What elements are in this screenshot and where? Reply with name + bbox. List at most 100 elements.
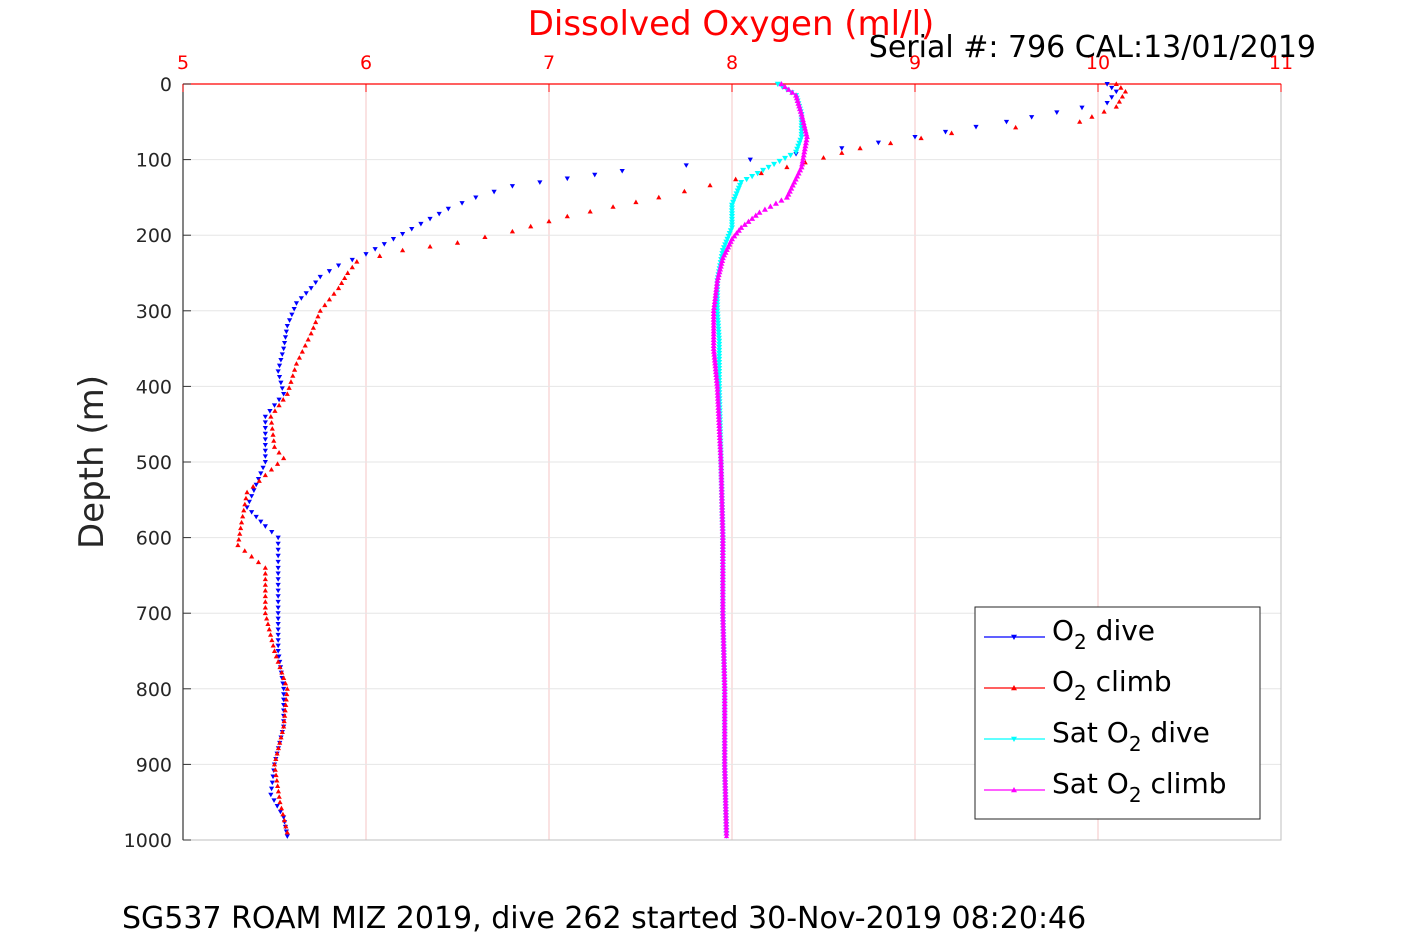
data-point — [712, 360, 719, 366]
data-point — [244, 489, 250, 495]
y-tick-label: 400 — [136, 376, 172, 398]
data-point — [722, 806, 729, 812]
data-point — [235, 542, 241, 548]
data-point — [721, 713, 728, 719]
data-point — [289, 312, 295, 318]
data-point — [720, 643, 727, 649]
data-point — [783, 194, 790, 200]
data-point — [473, 195, 479, 200]
data-point — [722, 794, 729, 800]
data-point — [719, 598, 726, 604]
data-point — [719, 525, 726, 531]
data-point — [269, 637, 275, 643]
data-point — [756, 209, 763, 215]
data-point — [292, 367, 298, 372]
data-point — [803, 136, 810, 143]
data-point — [281, 455, 287, 461]
data-point — [296, 355, 302, 360]
data-point — [796, 105, 803, 112]
data-point — [322, 302, 328, 308]
data-point — [721, 764, 728, 770]
data-point — [262, 460, 268, 465]
data-point — [275, 638, 281, 643]
data-point — [719, 540, 726, 546]
data-point — [284, 829, 290, 835]
data-point — [282, 680, 289, 686]
data-point — [719, 576, 726, 583]
series-sat-o2-dive — [714, 81, 805, 839]
data-point — [712, 368, 719, 375]
data-point — [275, 788, 282, 794]
chart-caption: SG537 ROAM MIZ 2019, dive 262 started 30… — [122, 901, 1086, 936]
data-point — [269, 780, 275, 786]
data-point — [721, 661, 728, 667]
data-point — [1116, 99, 1122, 104]
data-point — [1079, 105, 1085, 111]
data-point — [719, 558, 726, 565]
data-point — [721, 703, 728, 710]
data-point — [795, 143, 802, 149]
data-point — [719, 248, 726, 254]
data-point — [715, 332, 722, 338]
data-point — [722, 812, 729, 818]
data-point — [720, 245, 727, 251]
data-point — [719, 610, 726, 616]
data-point — [241, 507, 247, 513]
data-point — [268, 792, 274, 798]
data-point — [720, 655, 727, 661]
data-point — [284, 323, 290, 329]
data-point — [715, 274, 722, 280]
data-point — [857, 145, 863, 151]
data-point — [714, 392, 721, 398]
data-point — [400, 247, 406, 253]
data-point — [299, 349, 305, 354]
data-point — [509, 228, 515, 234]
data-point — [243, 495, 249, 501]
data-point — [719, 534, 726, 540]
data-point — [400, 231, 406, 237]
data-point — [798, 111, 805, 117]
data-point — [308, 286, 314, 291]
data-point — [747, 157, 753, 163]
data-point — [283, 823, 289, 829]
data-point — [721, 725, 728, 731]
data-point — [281, 686, 287, 692]
data-point — [718, 465, 725, 471]
data-point — [509, 184, 515, 189]
data-point — [716, 428, 723, 435]
y-tick-label: 0 — [160, 74, 172, 96]
data-point — [718, 495, 725, 501]
data-point — [713, 374, 720, 380]
data-point — [707, 182, 713, 188]
data-point — [711, 304, 718, 311]
data-point — [354, 259, 360, 264]
data-point — [760, 167, 767, 174]
data-point — [918, 135, 924, 141]
data-point — [710, 342, 717, 348]
data-point — [801, 125, 808, 131]
data-point — [279, 729, 285, 734]
data-point — [802, 128, 809, 134]
data-point — [719, 528, 726, 534]
data-point — [290, 373, 296, 378]
data-point — [720, 649, 727, 655]
data-point — [721, 773, 728, 779]
data-point — [721, 679, 728, 686]
data-point — [302, 342, 308, 348]
data-point — [281, 718, 287, 724]
data-point — [714, 317, 721, 323]
legend-rows: O2 dive O2 climb Sat O2 dive Sat O2 climb — [984, 614, 1227, 807]
data-point — [237, 531, 243, 536]
data-point — [717, 449, 724, 456]
data-point — [719, 516, 726, 522]
data-point — [912, 134, 918, 140]
data-point — [721, 743, 728, 749]
data-point — [721, 761, 728, 767]
data-point — [284, 686, 290, 691]
data-point — [719, 555, 726, 562]
y-axis-ticks: 0 100 200 300 400 500 600 700 800 900 1000 — [124, 74, 191, 852]
data-point — [721, 770, 728, 776]
x-tick-label: 8 — [726, 52, 738, 74]
data-point — [716, 425, 723, 431]
data-point — [717, 443, 724, 450]
